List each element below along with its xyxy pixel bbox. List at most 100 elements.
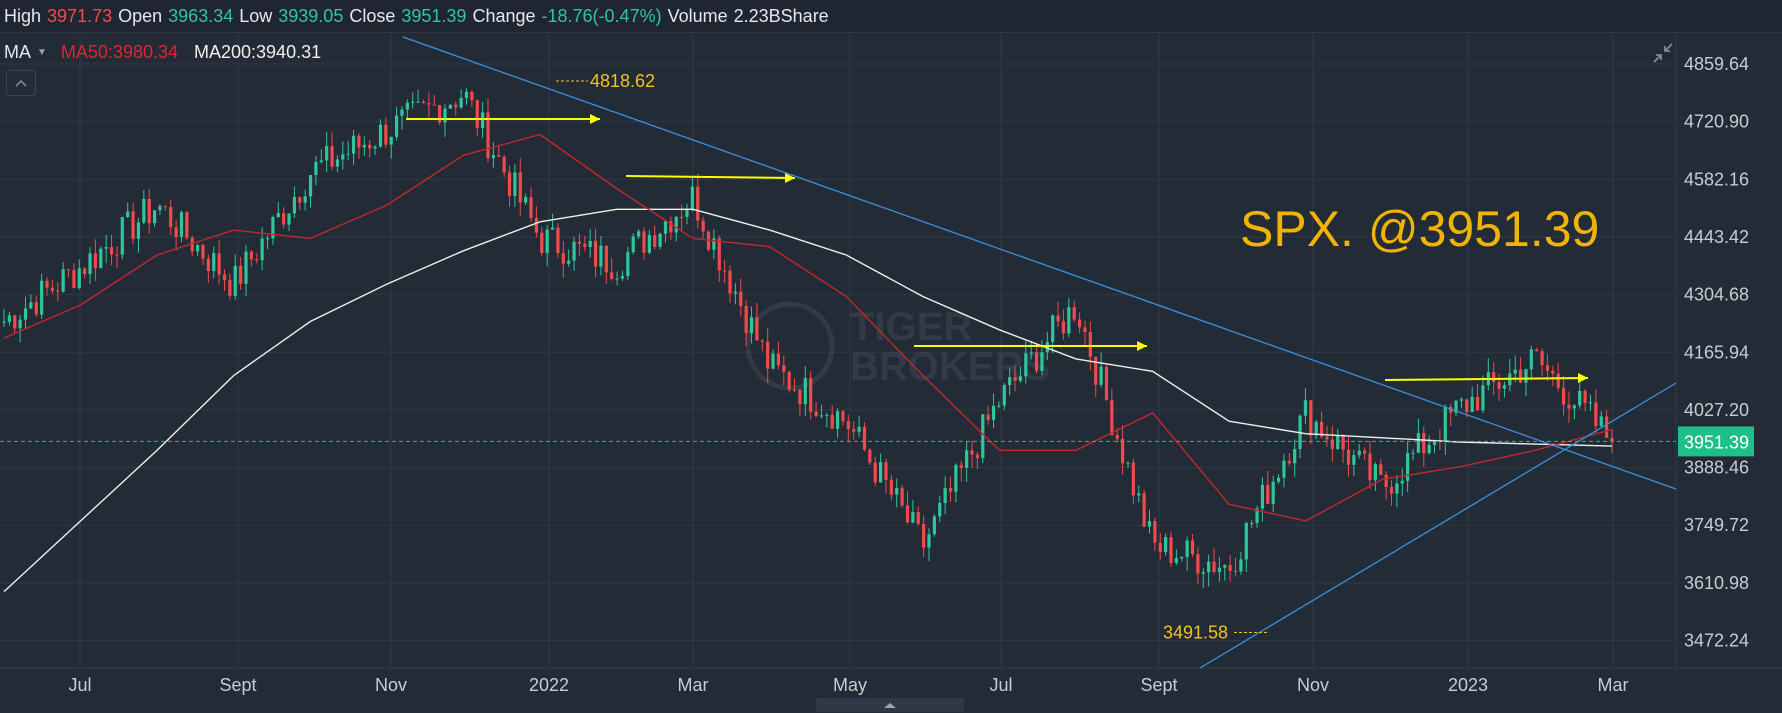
candle-body (1400, 480, 1404, 484)
candle-body (405, 102, 409, 110)
candle-body (292, 197, 297, 214)
candle-body (88, 253, 92, 275)
candle-body (593, 240, 598, 267)
candle-body (825, 414, 829, 416)
candle-body (83, 268, 87, 275)
triangle-up-icon (884, 703, 896, 708)
candle-body (249, 251, 253, 260)
candle-body (830, 414, 834, 429)
candle-body (325, 145, 329, 161)
arrow-head (1137, 341, 1147, 351)
candle-body (303, 196, 307, 203)
candle-body (782, 365, 786, 372)
candle-body (330, 145, 334, 167)
low-annotation: 3491.58 (1163, 622, 1228, 642)
candle-body (577, 241, 582, 244)
candle-body (1416, 433, 1420, 453)
candle-body (481, 112, 485, 128)
candle-body (663, 221, 668, 234)
candle-body (669, 221, 673, 233)
candle-body (1540, 351, 1544, 366)
candle-body (384, 124, 388, 145)
candle-body (1454, 400, 1458, 413)
low-label: Low (239, 5, 273, 26)
candle-body (152, 210, 157, 224)
indicator-selector[interactable]: MA (4, 41, 31, 62)
candle-body (1201, 572, 1205, 574)
close-value: 3951.39 (401, 5, 467, 26)
candle-body (346, 153, 350, 155)
candle-body (244, 251, 248, 284)
candle-body (1422, 433, 1426, 454)
candle-body (163, 206, 167, 208)
candle-body (991, 405, 996, 420)
candle-body (1056, 315, 1060, 322)
collapse-arrows-icon (1653, 43, 1673, 63)
candle-body (642, 231, 646, 253)
ma50-legend: MA50:3980.34 (60, 41, 178, 62)
candle-body (653, 235, 657, 247)
high-label: High (4, 5, 42, 26)
candle-body (943, 488, 947, 504)
scroll-handle[interactable] (816, 698, 964, 712)
candle-body (626, 252, 630, 277)
candle-body (1481, 385, 1485, 411)
ma200-legend: MA200:3940.31 (194, 41, 322, 62)
high-annotation: 4818.62 (590, 71, 655, 91)
fullscreen-button[interactable] (1650, 40, 1676, 66)
candle-body (389, 136, 393, 145)
candle-body (1330, 439, 1334, 449)
candle-body (7, 315, 11, 322)
candle-body (749, 317, 754, 334)
change-label: Change (472, 5, 536, 26)
candle-body (620, 276, 625, 279)
candle-body (1153, 520, 1157, 543)
candle-body (1169, 537, 1173, 563)
candle-body (766, 341, 770, 369)
candle-body (1024, 353, 1028, 377)
quote-header: High 3971.73 Open 3963.34 Low 3939.05 Cl… (0, 0, 1782, 33)
candle-body (61, 269, 65, 292)
candle-body (916, 512, 920, 524)
chevron-down-icon[interactable]: ▼ (37, 46, 47, 58)
candle-body (1255, 508, 1259, 524)
candle-body (373, 146, 377, 149)
candle-body (93, 253, 98, 269)
candle-body (954, 464, 958, 492)
candle-body (1018, 376, 1023, 381)
candle-body (470, 91, 474, 101)
candle-body (298, 197, 302, 203)
candle-body (513, 172, 517, 196)
candle-body (126, 211, 130, 218)
candle-body (486, 112, 490, 159)
candle-body (771, 353, 775, 369)
candle-body (1137, 493, 1141, 496)
candle-body (1432, 440, 1437, 445)
candle-body (1126, 462, 1130, 464)
candle-body (1379, 464, 1383, 475)
collapse-button[interactable] (6, 70, 36, 96)
y-tick-label: 4165.94 (1684, 342, 1749, 362)
candle-body (99, 248, 103, 269)
x-tick-label: Jul (989, 675, 1012, 695)
candle-body (814, 411, 818, 417)
candle-body (438, 105, 442, 123)
candle-body (868, 449, 872, 463)
arrow-head (785, 173, 795, 183)
candle-body (1470, 396, 1474, 412)
candle-body (567, 260, 571, 264)
candle-body (1034, 352, 1039, 371)
candle-body (1502, 385, 1507, 389)
candle-body (1164, 537, 1168, 552)
candle-body (23, 308, 28, 320)
candle-body (416, 101, 420, 103)
x-tick-label: 2022 (529, 675, 569, 695)
candle-body (491, 155, 495, 159)
candle-body (1427, 444, 1431, 454)
candle-body (1083, 327, 1087, 333)
candle-body (1443, 407, 1447, 442)
candle-body (308, 175, 313, 197)
resistance-arrow (1384, 377, 1589, 381)
